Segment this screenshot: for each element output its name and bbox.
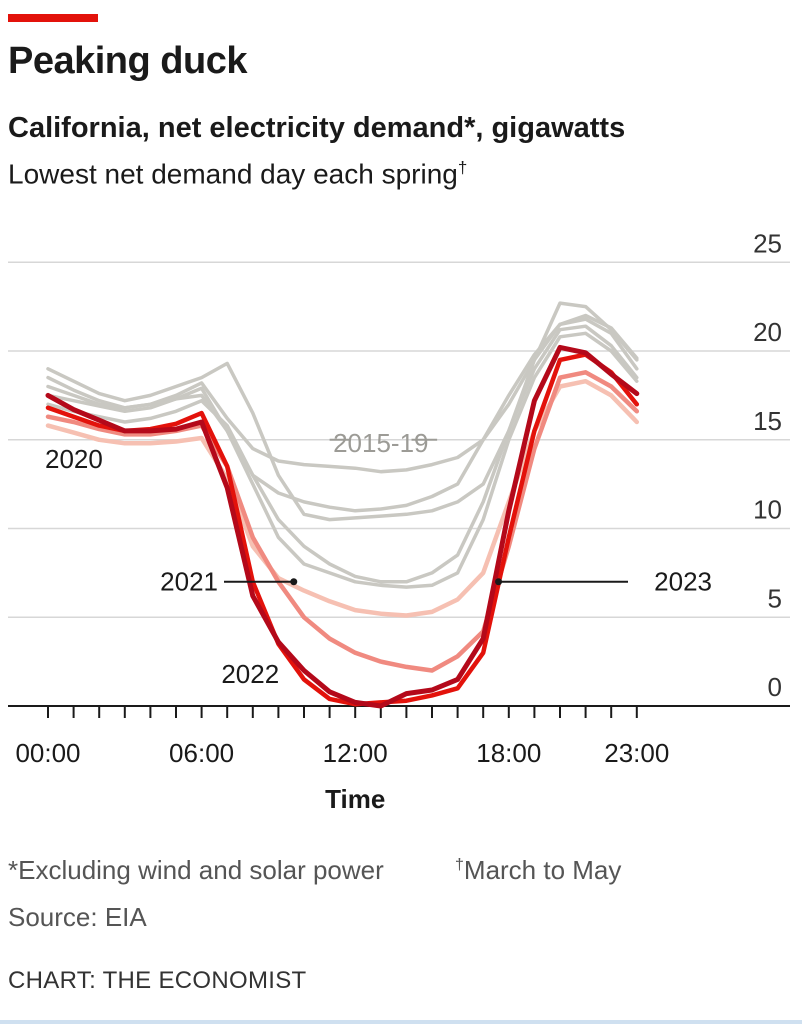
label-2023: 2023 — [654, 567, 712, 597]
x-tick-label-6: 06:00 — [169, 738, 234, 768]
y-tick-label-20: 20 — [753, 317, 782, 347]
y-tick-label-25: 25 — [753, 228, 782, 258]
chart-subtitle-secondary: Lowest net demand day each spring† — [8, 158, 467, 190]
brand-red-bar — [8, 14, 98, 22]
label-2021: 2021 — [160, 567, 218, 597]
x-axis-title: Time — [325, 784, 385, 814]
leader-dot-2023 — [495, 578, 503, 586]
y-tick-label-5: 5 — [768, 583, 782, 613]
y-tick-label-15: 15 — [753, 406, 782, 436]
dagger-mark-footnote: † — [455, 856, 464, 874]
label-2015-19: 2015-19 — [333, 428, 428, 458]
series-line-2015-19-2 — [46, 301, 639, 522]
subtitle-secondary-text: Lowest net demand day each spring — [8, 158, 458, 190]
x-tick-label-18: 18:00 — [476, 738, 541, 768]
series-line-2023 — [45, 344, 640, 709]
dagger-mark: † — [457, 158, 468, 177]
footnote-wind-solar: *Excluding wind and solar power — [8, 855, 384, 885]
series-line-2021 — [45, 370, 640, 673]
x-tick-label-23: 23:00 — [604, 738, 669, 768]
bottom-rule — [0, 1020, 802, 1024]
chart-subtitle: California, net electricity demand*, gig… — [8, 112, 626, 144]
footnote-march-may-text: March to May — [463, 855, 622, 885]
label-2020: 2020 — [45, 444, 103, 474]
x-tick-label-0: 00:00 — [15, 738, 80, 768]
leader-dot-2021 — [290, 578, 298, 586]
y-tick-label-10: 10 — [753, 495, 782, 525]
footnote-march-may: †March to May — [455, 855, 621, 886]
line-chart: 0 5 10 15 20 25 00:00 06:00 12:00 18:00 23:00 Time 2… — [8, 228, 790, 814]
source-line: Source: EIA — [8, 902, 147, 932]
x-tick-label-12: 12:00 — [323, 738, 388, 768]
series-line-2015-19-4 — [46, 331, 639, 589]
y-tick-label-0: 0 — [768, 672, 782, 702]
chart-credit: CHART: THE ECONOMIST — [8, 967, 307, 994]
label-2022: 2022 — [221, 659, 279, 689]
series-line-2020 — [45, 378, 640, 618]
series-line-2015-19-3 — [46, 324, 639, 584]
chart-title: Peaking duck — [8, 40, 247, 82]
